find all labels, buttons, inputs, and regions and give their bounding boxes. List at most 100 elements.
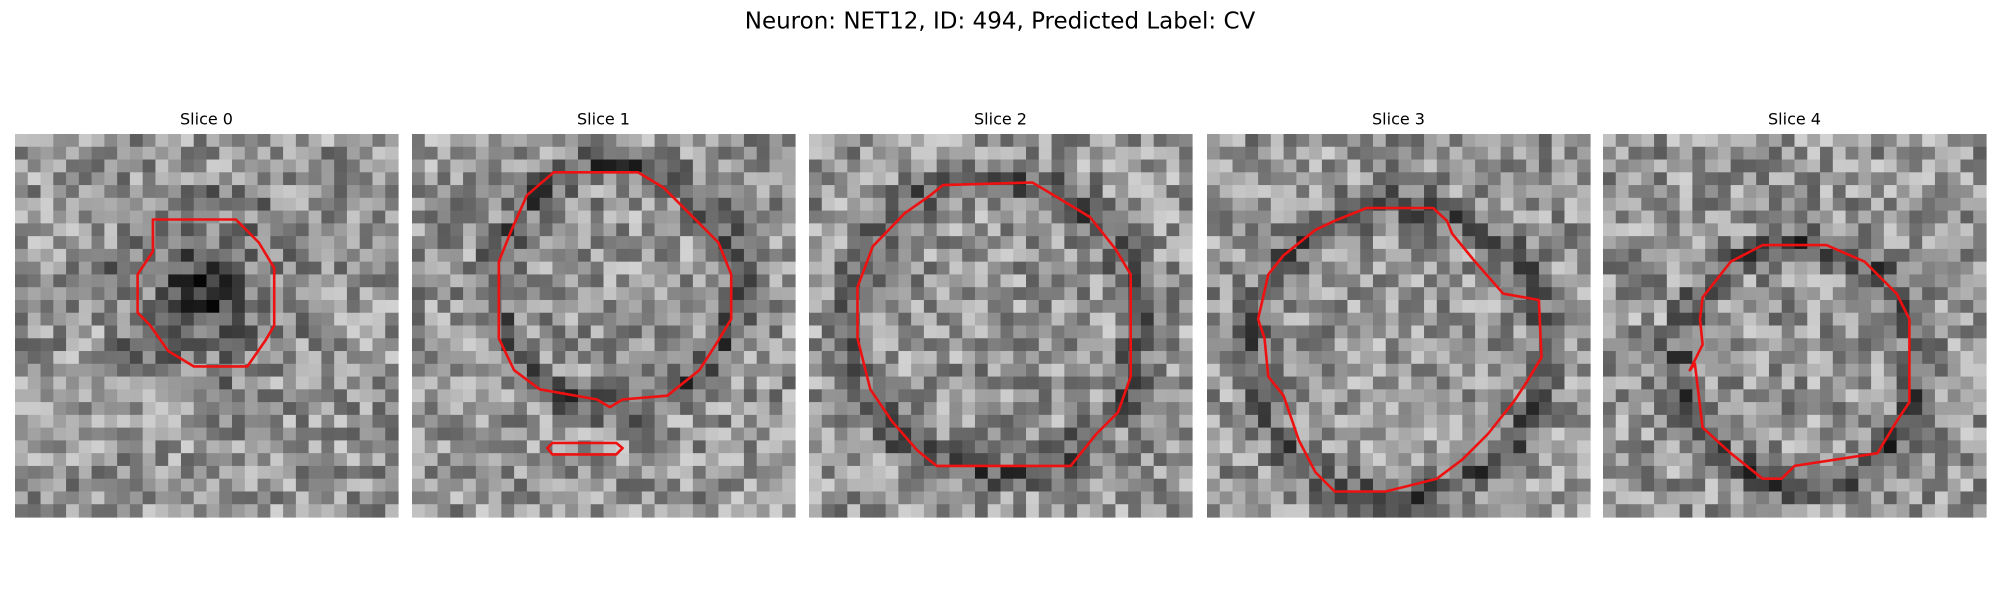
pixel — [616, 376, 630, 390]
pixel — [731, 159, 745, 173]
pixel — [974, 363, 989, 378]
pixel — [66, 504, 80, 518]
pixel — [232, 274, 246, 288]
pixel — [142, 287, 157, 301]
pixel — [53, 440, 67, 454]
pixel — [514, 402, 528, 416]
pixel — [743, 491, 758, 505]
pixel — [654, 172, 668, 186]
pixel — [1232, 414, 1246, 429]
pixel — [91, 363, 105, 378]
pixel — [1462, 197, 1476, 212]
pixel — [1077, 134, 1091, 148]
pixel — [334, 159, 348, 173]
pixel — [1551, 261, 1566, 276]
pixel — [1462, 274, 1476, 288]
pixel — [1398, 427, 1412, 441]
pixel — [308, 146, 322, 161]
pixel — [1947, 325, 1962, 339]
pixel — [911, 248, 925, 263]
pixel — [809, 427, 823, 441]
pixel — [1654, 453, 1668, 467]
pixel — [1475, 351, 1489, 365]
pixel — [577, 325, 592, 339]
pixel — [1102, 465, 1116, 480]
pixel — [488, 172, 502, 186]
pixel — [475, 134, 490, 148]
pixel — [15, 440, 29, 454]
pixel — [1449, 299, 1463, 314]
pixel — [1538, 427, 1553, 441]
pixel — [1781, 146, 1796, 161]
pixel — [193, 478, 208, 493]
pixel — [1526, 389, 1540, 403]
pixel — [1692, 236, 1706, 250]
pixel — [1153, 210, 1168, 224]
pixel — [526, 427, 541, 441]
pixel — [1820, 427, 1834, 441]
pixel — [1296, 402, 1310, 416]
pixel — [974, 440, 989, 454]
pixel — [1232, 351, 1246, 365]
pixel — [1321, 465, 1336, 480]
pixel — [1692, 172, 1706, 186]
pixel — [603, 453, 617, 467]
pixel — [15, 312, 29, 327]
pixel — [283, 223, 297, 237]
pixel — [1896, 197, 1910, 212]
pixel — [1756, 223, 1770, 237]
pixel — [1615, 210, 1630, 224]
pixel — [1245, 287, 1259, 301]
pixel — [1513, 325, 1527, 339]
pixel — [1270, 210, 1285, 224]
pixel — [1743, 261, 1757, 276]
pixel — [1385, 363, 1400, 378]
pixel — [1411, 363, 1425, 378]
pixel — [1794, 299, 1808, 314]
pixel — [283, 453, 297, 467]
pixel — [129, 427, 144, 441]
pixel — [450, 325, 464, 339]
pixel — [129, 363, 144, 378]
pixel — [1077, 414, 1091, 429]
pixel — [372, 172, 386, 186]
pixel — [1500, 236, 1514, 250]
pixel — [872, 159, 887, 173]
pixel — [629, 287, 643, 301]
pixel — [1411, 491, 1425, 505]
pixel — [885, 376, 899, 390]
pixel — [1615, 427, 1630, 441]
pixel — [834, 185, 848, 199]
pixel — [270, 389, 284, 403]
pixel — [1538, 210, 1553, 224]
pixel — [1475, 146, 1489, 161]
pixel — [424, 236, 439, 250]
pixel — [1102, 478, 1116, 493]
pixel — [1500, 274, 1514, 288]
pixel — [809, 261, 823, 276]
pixel — [1628, 146, 1642, 161]
pixel — [1360, 287, 1374, 301]
pixel — [629, 146, 643, 161]
pixel — [450, 274, 464, 288]
pixel — [936, 210, 951, 224]
pixel — [180, 287, 195, 301]
pixel — [1538, 197, 1553, 212]
pixel — [692, 440, 707, 454]
pixel — [872, 172, 887, 186]
pixel — [898, 248, 912, 263]
pixel — [1909, 504, 1923, 518]
pixel — [680, 261, 694, 276]
pixel — [1743, 197, 1757, 212]
pixel — [283, 134, 297, 148]
pixel — [1743, 312, 1757, 327]
pixel — [1115, 223, 1129, 237]
pixel — [1781, 363, 1796, 378]
pixel — [321, 453, 335, 467]
pixel — [385, 440, 399, 454]
pixel — [1166, 363, 1180, 378]
pixel — [1038, 453, 1053, 467]
pixel — [1500, 427, 1514, 441]
pixel — [629, 210, 643, 224]
pixel — [1628, 325, 1642, 339]
